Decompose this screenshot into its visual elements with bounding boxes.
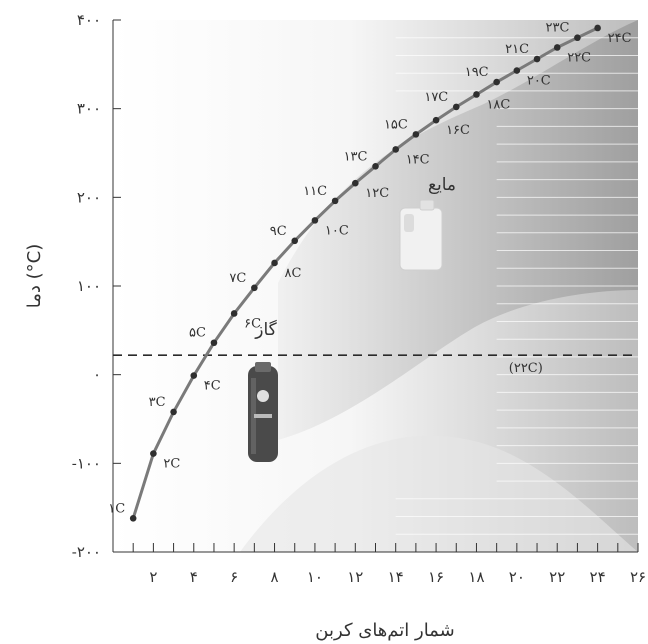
- series-line: [131, 26, 599, 519]
- data-label: ۲۴C: [608, 31, 632, 46]
- data-point: [150, 450, 157, 457]
- x-tick-label: ۱۰: [307, 568, 323, 586]
- data-label: ۱۹C: [465, 65, 489, 80]
- data-point: [210, 339, 218, 347]
- data-label: ۲۳C: [546, 21, 570, 36]
- region-stripes: [395, 37, 638, 535]
- data-labels: ۱C ۲C ۳C ۴C ۵C ۶C ۷C ۸C ۹C ۱۰C ۱۱C ۱۲C ۱۳C ۱۴C ۱۵C ۱۶C ۱…: [108, 21, 631, 517]
- data-label: ۸C: [285, 266, 302, 281]
- data-label: ۱۵C: [384, 117, 408, 132]
- data-label: ۳C: [149, 395, 166, 410]
- gas-cylinder-icon: [248, 362, 278, 462]
- x-tick-label: ۶: [230, 568, 238, 586]
- x-axis-title: شمار اتم‌های کربن: [315, 620, 454, 641]
- data-label: ۱۴C: [406, 152, 430, 167]
- data-label: ۱۷C: [424, 90, 448, 105]
- data-point: [190, 372, 198, 379]
- data-label: ۱۳C: [344, 149, 368, 164]
- plot-background: [113, 20, 638, 552]
- data-label: ۵C: [189, 326, 206, 341]
- data-label: ۹C: [270, 224, 287, 239]
- data-label: ۴C: [204, 379, 221, 394]
- x-axis: ۲ ۴ ۶ ۸ ۱۰ ۱۲ ۱۴ ۱۶ ۱۸ ۲۰ ۲۲ ۲۴ ۲۶: [132, 543, 646, 586]
- x-tick-label: ۱۶: [428, 568, 444, 586]
- data-point: [311, 217, 319, 224]
- data-point: [291, 237, 299, 245]
- data-label: ۲۱C: [505, 42, 529, 57]
- data-point: [331, 197, 339, 205]
- data-point: [392, 146, 399, 153]
- data-label: ۱۸C: [486, 97, 510, 112]
- data-label: ۱۶C: [446, 123, 470, 138]
- y-axis-title: دما (°C): [24, 244, 45, 309]
- x-tick-label: ۱۸: [468, 568, 484, 586]
- y-tick-label: ۲۰۰: [77, 188, 101, 206]
- data-points: [129, 24, 601, 522]
- data-point: [251, 284, 258, 292]
- data-point: [553, 44, 561, 51]
- y-tick-label: -۱۰۰: [72, 454, 101, 472]
- x-tick-label: ۲۲: [549, 568, 565, 586]
- data-label: ۲۰C: [527, 74, 551, 89]
- liquid-jerrycan-icon: [399, 199, 443, 271]
- room-temperature-label: (۲۲C): [509, 361, 543, 376]
- data-point: [473, 91, 480, 98]
- x-tick-label: ۱۲: [347, 568, 363, 586]
- data-point: [129, 515, 137, 522]
- x-tick-label: ۴: [190, 568, 198, 586]
- y-tick-label: -۲۰۰: [72, 543, 101, 561]
- data-point: [372, 163, 379, 170]
- data-point: [271, 259, 278, 267]
- data-point: [594, 24, 601, 32]
- data-label: ۱۱C: [303, 184, 327, 199]
- data-point: [574, 34, 581, 42]
- data-point: [352, 179, 359, 187]
- x-tick-label: ۱۴: [388, 568, 404, 586]
- data-point: [493, 78, 500, 86]
- y-tick-label: ۳۰۰: [77, 100, 101, 118]
- data-point: [412, 131, 420, 138]
- decorative-swoosh: [240, 435, 638, 552]
- data-label: ۱۲C: [365, 186, 389, 201]
- data-label: ۱C: [108, 501, 125, 516]
- y-tick-label: ۱۰۰: [77, 277, 101, 295]
- x-tick-label: ۲۴: [590, 568, 606, 586]
- data-label: ۲۲C: [567, 50, 591, 65]
- data-label: ۶C: [244, 316, 261, 331]
- data-label: ۷C: [229, 271, 246, 286]
- data-point: [533, 55, 541, 63]
- x-tick-label: ۲۶: [630, 568, 646, 586]
- liquid-region: [278, 20, 638, 440]
- liquid-region-label: مایع: [428, 175, 456, 195]
- data-label: ۲C: [163, 457, 180, 472]
- data-label: ۱۰C: [325, 223, 349, 238]
- x-tick-label: ۸: [271, 568, 279, 586]
- data-point: [452, 103, 460, 111]
- data-point: [230, 310, 238, 317]
- gas-region-label: گاز: [254, 319, 277, 340]
- x-tick-label: ۲۰: [509, 568, 525, 586]
- x-tick-label: ۲: [149, 568, 157, 586]
- y-tick-label: ۰: [93, 366, 101, 384]
- data-point: [170, 408, 177, 416]
- y-tick-label: ۴۰۰: [77, 11, 101, 29]
- data-point: [432, 116, 440, 124]
- data-point: [513, 67, 521, 74]
- y-axis: ۴۰۰ ۳۰۰ ۲۰۰ ۱۰۰ ۰ -۱۰۰ -۲۰۰: [72, 11, 121, 561]
